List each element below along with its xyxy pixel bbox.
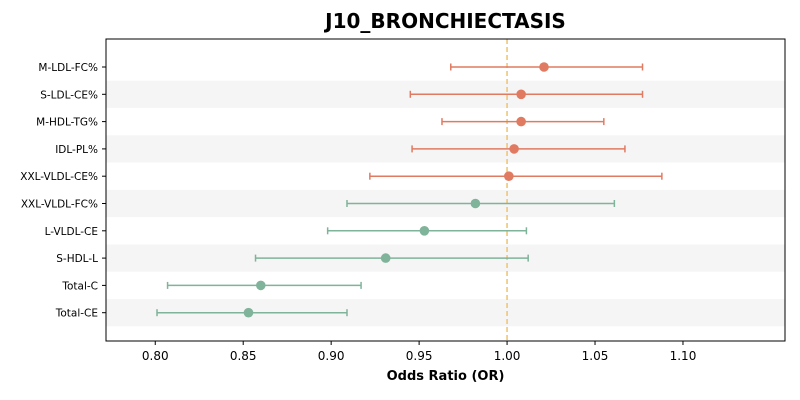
y-axis-labels: M-LDL-FC% S-LDL-CE% M-HDL-TG% IDL-PL% XXL-VL… [20, 62, 106, 320]
x-tick-label: 1.05 [582, 349, 609, 363]
or-point [539, 62, 549, 72]
y-tick-label: S-LDL-CE% [40, 89, 98, 101]
plot-frame [105, 38, 786, 342]
or-point [516, 116, 526, 127]
x-tick-label: 0.90 [318, 349, 345, 363]
x-tick-label: 0.85 [230, 349, 257, 363]
x-tick-label: 0.80 [142, 349, 169, 363]
x-tick-label: 1.10 [670, 349, 697, 363]
or-point [504, 171, 514, 181]
or-point [470, 198, 481, 209]
x-axis-ticks: 0.80 0.85 0.90 0.95 1.00 1.05 1.10 [142, 341, 696, 363]
or-point [419, 226, 430, 236]
y-tick-label: XXL-VLDL-CE% [20, 171, 98, 183]
or-point [516, 89, 526, 100]
chart-title: J10_BRONCHIECTASIS [325, 9, 566, 33]
data-marks [156, 62, 663, 318]
or-point [255, 280, 266, 291]
y-tick-label: M-LDL-FC% [38, 62, 98, 74]
x-tick-label: 0.95 [406, 349, 433, 363]
y-tick-label: S-HDL-L [56, 253, 98, 265]
y-tick-label: Total-C [61, 280, 98, 292]
y-tick-label: Total-CE [55, 308, 98, 320]
or-point [243, 307, 254, 318]
x-tick-label: 1.00 [494, 349, 521, 363]
y-tick-label: M-HDL-TG% [36, 117, 98, 129]
or-point [509, 144, 519, 154]
or-point [380, 253, 391, 263]
y-tick-label: XXL-VLDL-FC% [21, 199, 98, 211]
y-tick-label: L-VLDL-CE [45, 226, 98, 238]
y-tick-label: IDL-PL% [55, 144, 98, 156]
x-axis-title: Odds Ratio (OR) [387, 369, 505, 384]
